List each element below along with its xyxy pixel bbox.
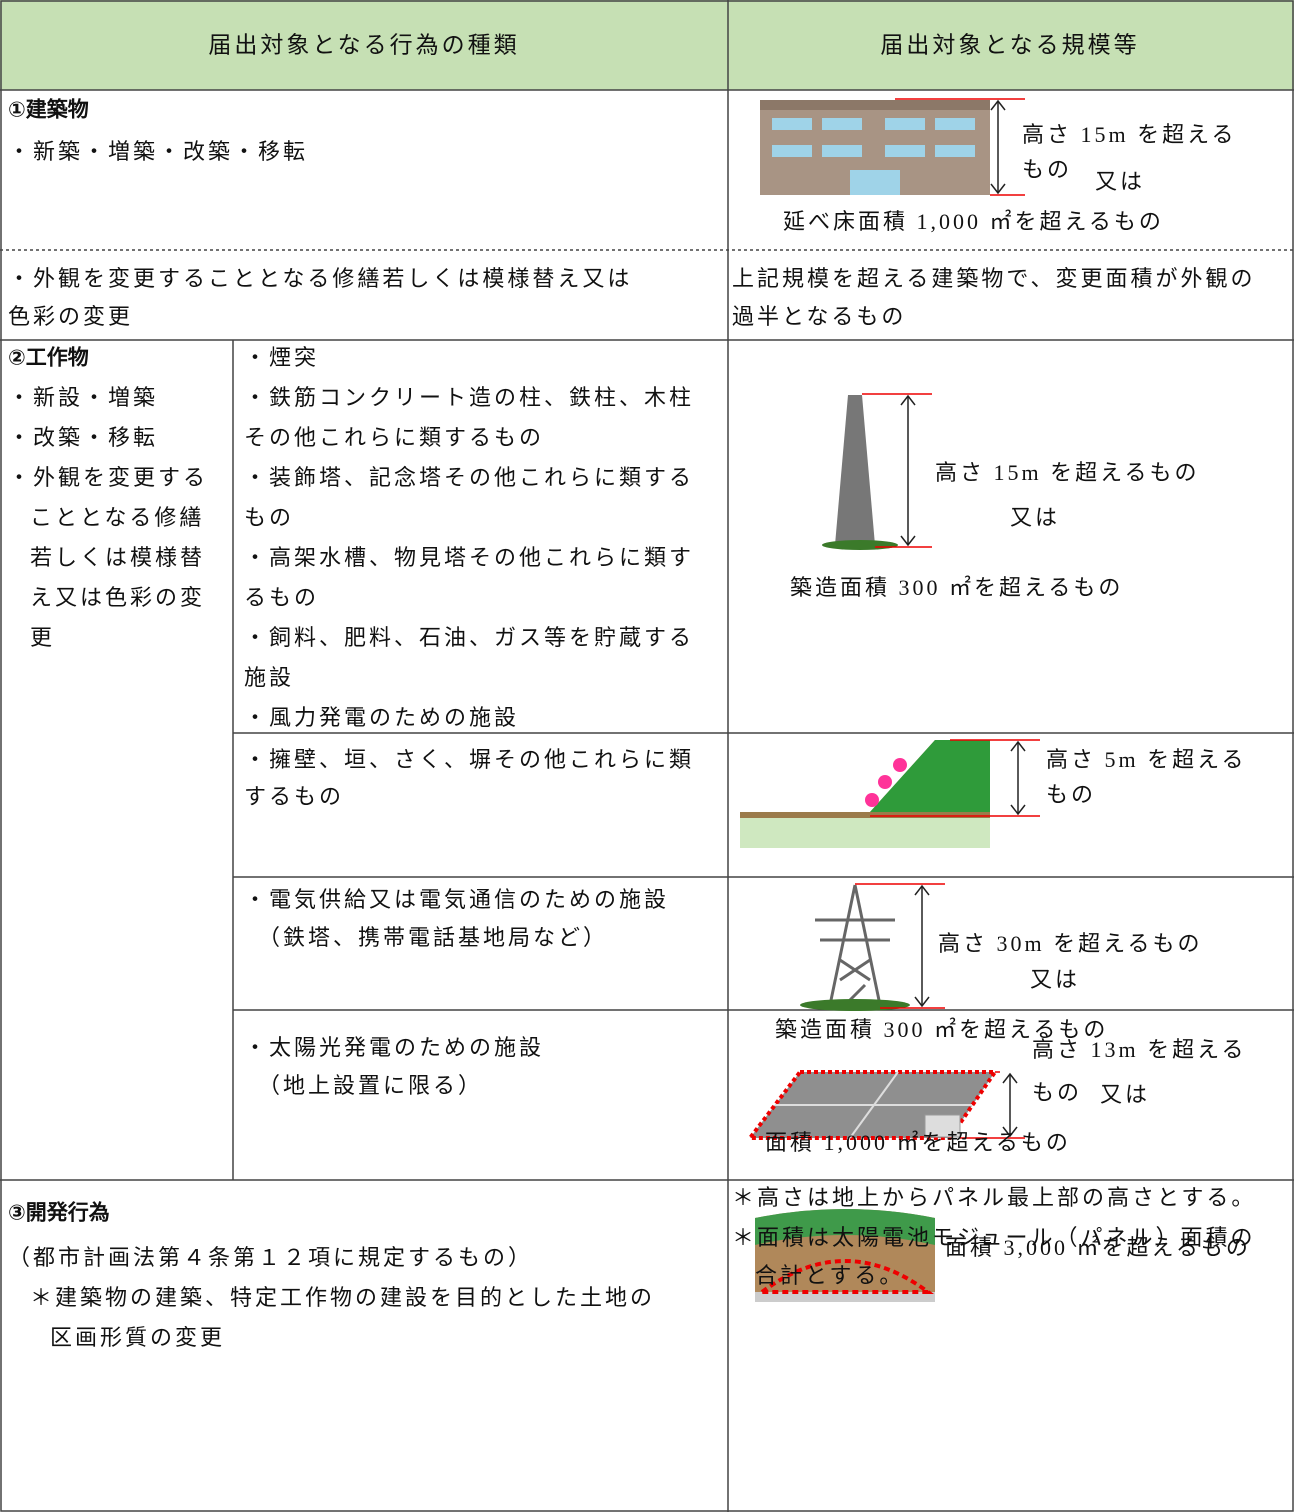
solar-illustration <box>745 1070 1025 1140</box>
text: 更 <box>30 625 56 650</box>
text: 又は <box>1100 1082 1151 1107</box>
text: 施設 <box>244 665 295 690</box>
text: ・擁壁、垣、さく、塀その他これらに類 <box>244 747 695 772</box>
text: もの <box>1046 782 1097 807</box>
text: 面積 3,000 ㎡を超えるもの <box>945 1235 1251 1260</box>
text: 色彩の変更 <box>8 304 134 329</box>
text: ・煙突 <box>244 345 320 370</box>
text: 面積 1,000 ㎡を超えるもの <box>765 1130 1071 1155</box>
text: ＊高さは地上からパネル最上部の高さとする。 <box>732 1185 1257 1210</box>
text: ・改築・移転 <box>8 425 159 450</box>
text: もの <box>1032 1080 1083 1105</box>
text: （鉄塔、携帯電話基地局など） <box>258 925 609 950</box>
text: ①建築物 <box>8 98 89 122</box>
wall-illustration <box>740 739 1040 848</box>
text: 又は <box>1030 967 1081 992</box>
text: 区画形質の変更 <box>50 1325 226 1350</box>
text: ＊建築物の建築、特定工作物の建設を目的とした土地の <box>30 1285 656 1310</box>
text: ＊面積は太陽電池モジュール（パネル）面積の <box>732 1225 1256 1250</box>
text: 築造面積 300 ㎡を超えるもの <box>775 1017 1109 1042</box>
text: 高さ 5m を超える <box>1046 747 1247 772</box>
text: 延べ床面積 1,000 ㎡を超えるもの <box>783 209 1164 234</box>
text: 築造面積 300 ㎡を超えるもの <box>790 575 1124 600</box>
text: するもの <box>244 784 345 809</box>
tower-illustration <box>800 883 945 1011</box>
text: 高さ 15m を超えるもの <box>935 460 1200 485</box>
text: 合計とする。 <box>755 1263 905 1288</box>
text: ③開発行為 <box>8 1201 110 1225</box>
text: るもの <box>244 585 320 610</box>
text: ・新築・増築・改築・移転 <box>8 139 309 164</box>
text: ・新設・増築 <box>8 385 159 410</box>
text: もの <box>1022 157 1073 182</box>
text: こととなる修繕 <box>30 505 205 530</box>
text: ・外観を変更する <box>8 465 209 490</box>
text: 届出対象となる規模等 <box>880 32 1140 58</box>
text: ・飼料、肥料、石油、ガス等を貯蔵する <box>244 625 695 650</box>
text: 届出対象となる行為の種類 <box>208 32 520 58</box>
text: 高さ 15m を超える <box>1022 122 1237 147</box>
text: 高さ 30m を超えるもの <box>938 931 1203 956</box>
text: 高さ 13m を超える <box>1032 1037 1247 1062</box>
text: 若しくは模様替 <box>30 545 206 570</box>
text: 過半となるもの <box>732 304 907 329</box>
chimney-illustration <box>822 393 932 550</box>
text: ②工作物 <box>8 346 89 370</box>
text: ・外観を変更することとなる修繕若しくは模様替え又は <box>8 266 633 291</box>
text: ・太陽光発電のための施設 <box>244 1035 545 1060</box>
development-illustration <box>755 1209 935 1302</box>
text: ・装飾塔、記念塔その他これらに類する <box>244 465 695 490</box>
text: ・高架水槽、物見塔その他これらに類す <box>244 545 695 570</box>
text: 又は <box>1095 169 1146 194</box>
text: ・風力発電のための施設 <box>244 705 520 730</box>
text: （都市計画法第４条第１２項に規定するもの） <box>8 1245 534 1270</box>
text: 又は <box>1010 505 1061 530</box>
text: ・鉄筋コンクリート造の柱、鉄柱、木柱 <box>244 385 695 410</box>
text: （地上設置に限る） <box>258 1073 484 1098</box>
text: ・電気供給又は電気通信のための施設 <box>244 887 670 912</box>
building-illustration <box>760 98 1025 196</box>
text: え又は色彩の変 <box>30 585 206 610</box>
text: その他これらに類するもの <box>244 425 545 450</box>
text: 上記規模を超える建築物で、変更面積が外観の <box>732 266 1256 291</box>
text: もの <box>244 505 295 530</box>
